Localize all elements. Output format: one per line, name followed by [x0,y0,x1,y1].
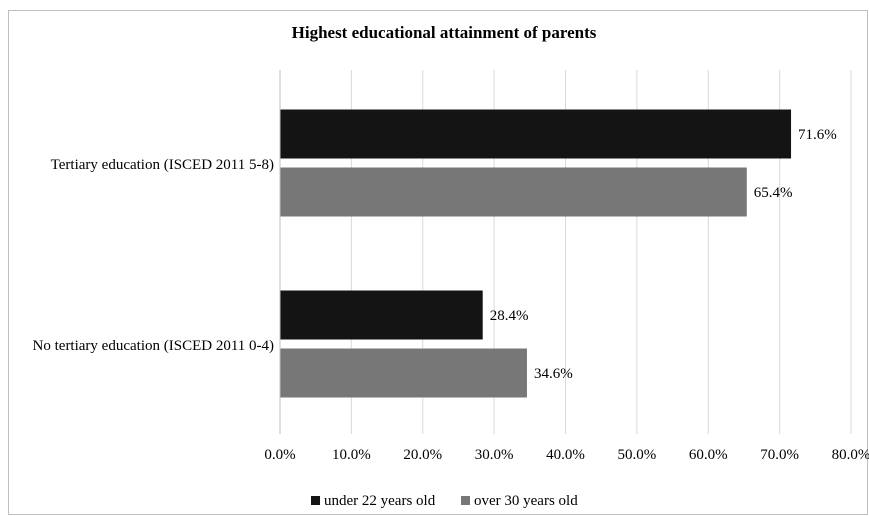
data-label: 65.4% [754,185,793,201]
x-tick-label: 10.0% [332,447,371,463]
x-tick-label: 80.0% [832,447,869,463]
bars: 71.6% 65.4% 28.4% 34.6% [280,109,837,398]
x-tick-label: 30.0% [475,447,514,463]
chart-frame [8,10,868,515]
x-tick-label: 20.0% [403,447,442,463]
data-label: 71.6% [798,127,837,143]
data-label: 34.6% [534,366,573,382]
legend-swatch [311,496,320,505]
data-label: 28.4% [490,308,529,324]
bar-under-22-years-old [280,109,792,159]
axes: Tertiary education (ISCED 2011 5-8) No te… [33,70,869,463]
legend: under 22 years old over 30 years old [311,493,578,509]
category-label: Tertiary education (ISCED 2011 5-8) [51,157,274,173]
bar-under-22-years-old [280,290,483,340]
bar-over-30-years-old [280,167,747,217]
legend-label: under 22 years old [324,493,436,509]
x-tick-label: 0.0% [264,447,295,463]
legend-label: over 30 years old [474,493,578,509]
x-tick-label: 50.0% [618,447,657,463]
bar-over-30-years-old [280,348,527,398]
chart-title: Highest educational attainment of parent… [292,23,597,42]
x-tick-label: 40.0% [546,447,585,463]
legend-swatch [461,496,470,505]
category-label: No tertiary education (ISCED 2011 0-4) [33,338,274,354]
x-tick-label: 60.0% [689,447,728,463]
x-tick-label: 70.0% [760,447,799,463]
